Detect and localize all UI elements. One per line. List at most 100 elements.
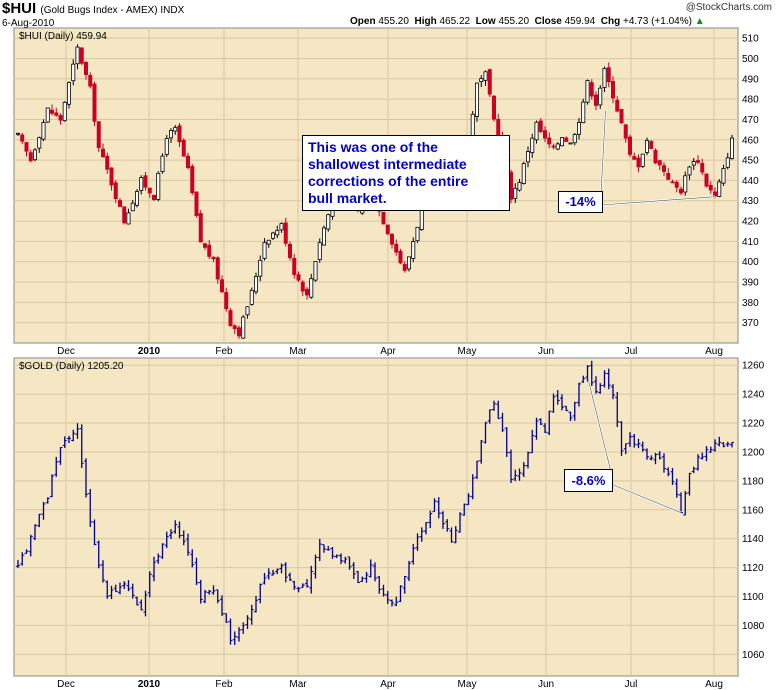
candle-body: [160, 155, 165, 173]
callout-line-low-edge: [600, 196, 716, 206]
candle-body: [45, 107, 50, 123]
candle-body: [105, 155, 110, 170]
y-tick-label: 1220: [742, 419, 765, 430]
y-tick-label: 1120: [742, 563, 764, 574]
candle-body: [670, 181, 675, 184]
candle-body: [691, 161, 696, 166]
candle-body: [385, 224, 390, 235]
hui-panel: 370 380 390 400 410 420 430 440 450 460 470 480 490 5…: [13, 27, 759, 357]
candle-body: [411, 241, 416, 259]
y-tick-label: 1260: [742, 361, 765, 372]
candle-body: [551, 145, 556, 148]
candle-body: [687, 166, 692, 176]
candle-body: [513, 187, 518, 199]
candle-body: [249, 289, 254, 305]
x-tick-label: Jul: [625, 346, 638, 357]
candle-body: [657, 160, 662, 166]
hui-correction-label: -14%: [558, 191, 603, 213]
y-tick-label: 1200: [742, 447, 765, 458]
candle-body: [628, 136, 633, 155]
ticker-description: (Gold Bugs Index - AMEX) INDX: [40, 5, 185, 16]
candle-body: [54, 112, 59, 116]
candle-body: [41, 122, 46, 140]
candle-body: [164, 138, 169, 155]
series-legend: $HUI (Daily) 459.94: [19, 31, 107, 42]
candle-body: [402, 263, 407, 271]
x-tick-label: Feb: [215, 679, 233, 690]
candle-body: [598, 87, 603, 106]
y-tick-label: 1060: [742, 650, 765, 661]
x-tick-label: 2010: [138, 679, 161, 690]
gold-correction-label: -8.6%: [564, 469, 613, 492]
candle-body: [619, 108, 624, 124]
candle-body: [20, 134, 25, 142]
candle-body: [313, 261, 318, 281]
candle-body: [177, 125, 182, 143]
y-tick-label: 490: [742, 74, 759, 85]
candle-body: [666, 172, 671, 180]
series-legend: $GOLD (Daily) 1205.20: [19, 361, 124, 372]
candle-body: [84, 62, 89, 75]
x-tick-label: Dec: [57, 346, 75, 357]
candle-body: [236, 327, 241, 337]
candle-body: [134, 191, 139, 206]
y-tick-label: 390: [742, 278, 759, 289]
note-line-4: bull market.: [308, 190, 387, 206]
y-tick-label: 430: [742, 196, 759, 207]
candle-body: [526, 151, 531, 163]
note-line-2: shallowest intermediate: [308, 156, 467, 172]
candle-body: [219, 279, 224, 293]
candle-body: [521, 163, 526, 184]
candle-body: [389, 234, 394, 245]
candle-body: [326, 214, 331, 230]
candle-body: [577, 122, 582, 135]
candle-body: [279, 223, 284, 231]
candle-body: [270, 232, 275, 239]
candle-body: [534, 121, 539, 141]
x-tick-label: Aug: [705, 679, 723, 690]
candle-body: [241, 316, 246, 339]
candle-body: [50, 109, 55, 114]
y-tick-label: 1100: [742, 592, 764, 603]
candle-body: [317, 242, 322, 260]
y-tick-label: 460: [742, 135, 759, 146]
panel-background: [13, 357, 739, 677]
candle-body: [543, 130, 548, 139]
candle-body: [151, 194, 156, 201]
candle-body: [321, 227, 326, 246]
y-tick-label: 1180: [742, 476, 764, 487]
candle-body: [292, 258, 297, 275]
candle-body: [530, 137, 535, 153]
candle-body: [636, 157, 641, 168]
candle-body: [479, 78, 484, 82]
candle-body: [474, 82, 479, 117]
candle-body: [602, 68, 607, 88]
candle-body: [33, 149, 38, 161]
y-tick-label: 450: [742, 156, 759, 167]
candle-body: [585, 80, 590, 103]
candle-body: [406, 256, 411, 270]
y-tick-label: 440: [742, 176, 759, 187]
hui-series: [15, 44, 735, 340]
candle-body: [275, 230, 280, 236]
y-tick-label: 1080: [742, 621, 765, 632]
candle-body: [245, 306, 250, 316]
candle-body: [555, 143, 560, 150]
candle-body: [101, 148, 106, 158]
y-tick-label: 420: [742, 217, 759, 228]
x-tick-label: Feb: [215, 346, 233, 357]
y-tick-label: 480: [742, 95, 759, 106]
candle-body: [258, 259, 263, 277]
candle-body: [674, 181, 679, 188]
y-tick-label: 1140: [742, 534, 764, 545]
note-line-1: This was one of the: [308, 139, 438, 155]
y-tick-label: 1240: [742, 390, 765, 401]
candle-body: [67, 82, 72, 105]
candle-body: [304, 288, 309, 296]
y-tick-label: 410: [742, 237, 759, 248]
gold-series: [16, 360, 734, 646]
candle-body: [487, 69, 492, 95]
candle-body: [79, 47, 84, 64]
candle-body: [62, 101, 67, 122]
